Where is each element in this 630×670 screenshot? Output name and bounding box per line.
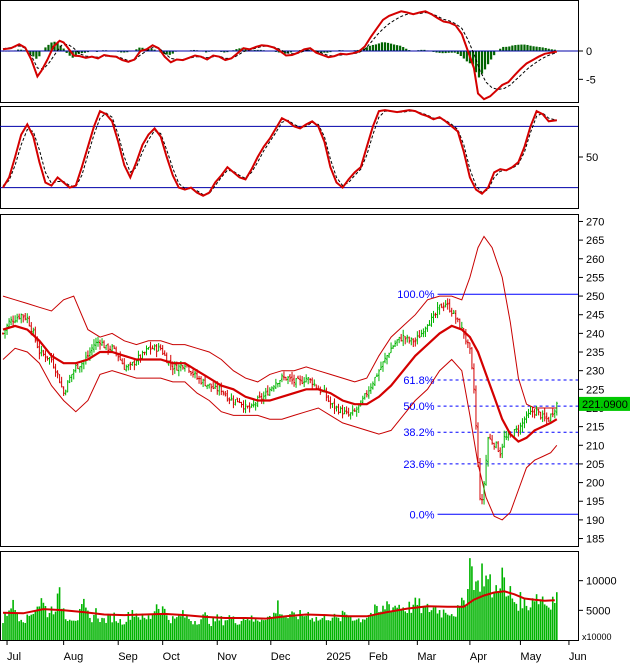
y-tick-label: 195 [586,496,604,508]
y-tick-label: 240 [586,328,604,340]
fib-label: 23.6% [403,459,434,471]
y-tick-label: 270 [586,216,604,228]
fibonacci-levels: 100.0% 61.8% 50.0% 38.2% 23.6% 0.0% [397,289,578,521]
bollinger-upper-band [2,235,557,409]
macd-histogram [1,41,556,78]
fib-label: 61.8% [403,375,434,387]
x-tick-label: Oct [163,651,180,663]
x-tick-label: Sep [118,651,138,663]
y-tick-label: 230 [586,366,604,378]
volume-bars [2,558,558,640]
y-tick-label: 265 [586,235,604,247]
price-ticks: 2702652602552502452402352302252202152102… [578,216,604,546]
macd-line [2,10,557,101]
volume-unit-label: x10000 [582,632,612,642]
y-tick-label: 200 [586,478,604,490]
last-price-label: 221.0900 [582,399,628,411]
y-tick-label: 205 [586,459,604,471]
y-tick-label: 225 [586,384,604,396]
fib-label: 100.0% [397,289,435,301]
price-bars [2,298,558,505]
y-tick-label: 215 [586,422,604,434]
x-tick-label: Nov [217,651,237,663]
stochastic-k-line [2,109,557,197]
x-tick-label: Dec [271,651,291,663]
y-tick-label: 250 [586,291,604,303]
y-tick-label: 235 [586,347,604,359]
price-moving-average [2,324,558,443]
x-tick-label: Aug [64,651,84,663]
fib-label: 38.2% [403,427,434,439]
y-tick-label: 50 [586,152,598,164]
x-tick-label: Apr [470,651,487,663]
y-tick-label: 260 [586,254,604,266]
y-tick-label: 255 [586,272,604,284]
fib-label: 0.0% [409,509,434,521]
fib-label: 50.0% [403,401,434,413]
y-tick-label: 5000 [586,605,610,617]
y-tick-label: -5 [586,74,596,86]
volume-panel-frame [0,551,579,641]
macd-ticks: 0 -5 [578,46,596,86]
volume-moving-average [2,590,555,620]
x-tick-label: Jun [569,651,587,663]
y-tick-label: 210 [586,440,604,452]
y-tick-label: 185 [586,534,604,546]
macd-signal-line [2,11,557,91]
y-tick-label: 10000 [586,576,617,588]
y-tick-label: 245 [586,310,604,322]
volume-ticks: 10000 5000 [578,576,617,617]
stochastic-d-line [2,110,557,196]
x-tick-label: Feb [369,651,388,663]
bollinger-lower-band [2,347,558,521]
x-axis: Jul Aug Sep Oct Nov Dec 2025 Feb Mar Apr May Jun [6,640,587,663]
last-price-tag [579,396,630,411]
price-panel-frame [0,214,579,547]
x-tick-label: 2025 [326,651,350,663]
x-tick-label: Jul [7,651,21,663]
x-tick-label: Mar [417,651,436,663]
y-tick-label: 0 [586,46,592,58]
stochastic-ticks: 50 [578,152,598,164]
y-tick-label: 190 [586,515,604,527]
x-tick-label: May [520,651,541,663]
